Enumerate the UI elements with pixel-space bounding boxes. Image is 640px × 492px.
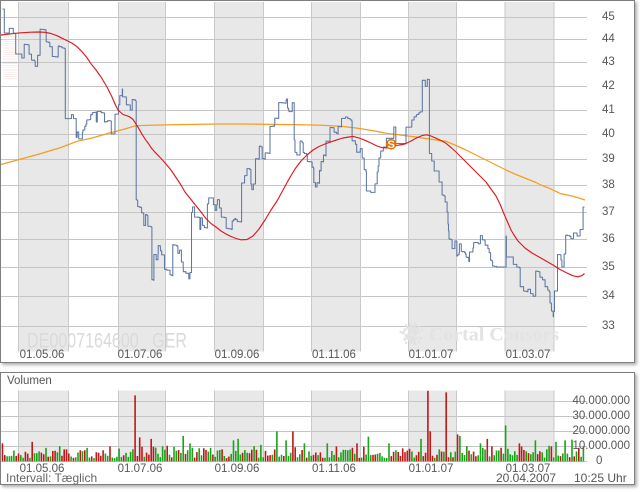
svg-text:DE0007164600 GER: DE0007164600 GER [27,330,187,353]
svg-text:S: S [388,139,395,151]
svg-text:Cortal Consors: Cortal Consors [429,325,559,346]
